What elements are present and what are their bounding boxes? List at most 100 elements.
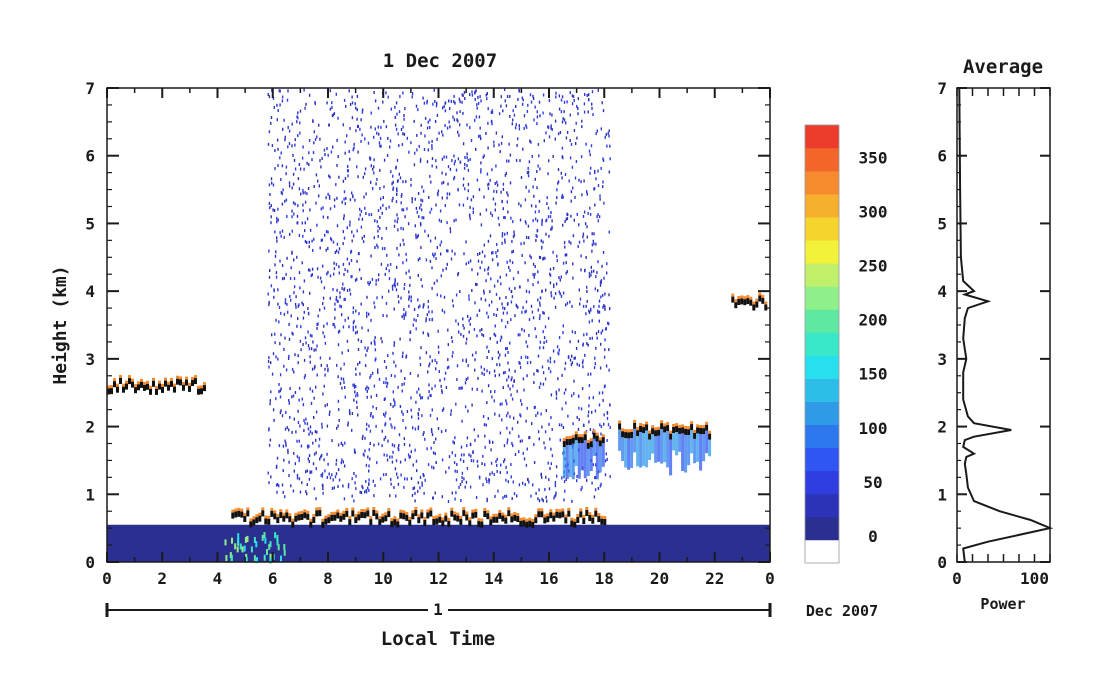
noise-cell [316,327,318,330]
noise-cell [353,398,355,402]
noise-cell [276,220,278,224]
noise-cell [486,401,488,405]
surface-highlight-cell [268,543,271,550]
noise-cell [419,356,421,360]
noise-cell [333,486,335,490]
noise-cell [271,181,273,185]
noise-cell [466,152,468,156]
noise-cell [599,194,601,198]
noise-cell [514,126,517,130]
noise-cell [408,304,410,308]
noise-cell [365,463,368,467]
noise-cell [591,243,594,247]
noise-cell [394,115,397,119]
noise-cell [397,482,400,486]
noise-cell [466,444,468,448]
layer-core-cell [264,518,268,525]
noise-cell [565,388,567,392]
noise-cell [570,363,573,367]
noise-cell [480,161,482,165]
noise-cell [298,459,300,463]
noise-cell [393,224,396,228]
noise-cell [298,303,300,307]
noise-cell [483,154,485,158]
noise-cell [348,262,350,266]
noise-cell [404,477,406,481]
noise-cell [550,462,552,466]
noise-cell [574,176,577,180]
noise-cell [273,289,275,293]
noise-cell [456,364,459,368]
noise-cell [417,374,419,378]
noise-cell [534,105,536,109]
noise-cell [576,415,578,419]
noise-cell [300,325,302,329]
noise-cell [536,229,538,233]
noise-cell [426,160,429,164]
noise-cell [288,337,291,341]
noise-cell [506,426,508,430]
noise-cell [597,330,600,334]
noise-cell [549,356,552,360]
noise-cell [538,437,540,441]
noise-cell [291,229,293,233]
noise-cell [547,316,550,320]
noise-cell [475,282,477,286]
noise-cell [398,448,400,452]
layer-edge-cell [571,434,575,438]
noise-cell [605,133,607,137]
noise-cell [308,93,311,97]
noise-cell [351,239,353,243]
layer-edge-cell [188,382,191,386]
noise-cell [521,102,524,106]
noise-cell [405,252,407,256]
noise-cell [365,192,367,196]
layer-core-cell [651,428,655,435]
noise-cell [512,277,515,281]
noise-cell [603,201,605,205]
noise-cell [482,415,485,418]
noise-cell [406,477,408,481]
noise-cell [365,479,367,483]
noise-cell [283,347,285,351]
noise-cell [350,259,353,262]
noise-cell [276,138,279,142]
noise-cell [564,173,567,176]
noise-cell [587,211,589,215]
noise-cell [608,170,610,174]
noise-cell [453,175,456,179]
noise-cell [470,459,473,463]
noise-cell [324,469,326,473]
noise-cell [421,284,423,288]
layer-core-cell [285,512,289,519]
noise-cell [310,401,313,405]
noise-cell [268,356,270,360]
noise-cell [492,440,494,444]
noise-cell [334,316,336,320]
noise-cell [469,126,471,130]
layer-edge-cell [630,429,634,432]
layer-edge-cell [663,423,667,427]
noise-cell [525,300,528,304]
noise-cell [378,377,381,381]
noise-cell [499,353,501,357]
noise-cell [511,261,514,265]
noise-cell [518,483,521,487]
noise-cell [556,196,558,200]
noise-cell [373,236,375,240]
noise-cell [545,495,547,499]
noise-cell [488,371,491,375]
noise-cell [371,371,374,375]
noise-cell [592,396,594,400]
noise-cell [429,174,431,178]
noise-cell [483,289,485,293]
noise-cell [268,481,270,485]
noise-cell [343,236,346,240]
x-tick-label: 22 [705,569,724,588]
layer-core-cell [261,510,265,517]
noise-cell [564,245,566,249]
noise-cell [403,114,405,118]
layer-edge-cell [309,518,313,522]
layer-core-cell [645,424,649,431]
noise-cell [575,347,578,350]
